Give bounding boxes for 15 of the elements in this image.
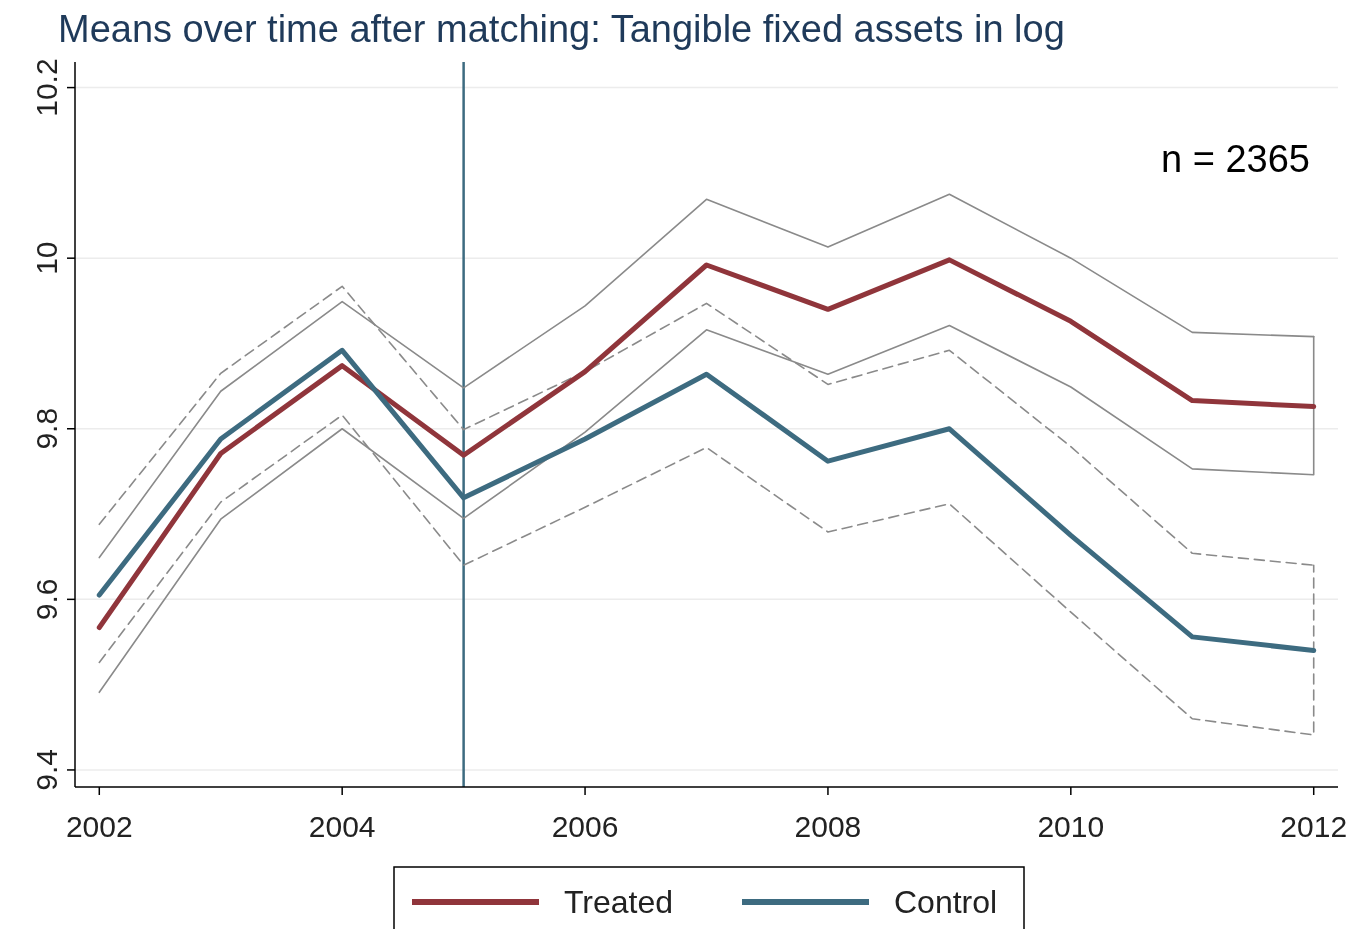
annotation: n = 2365	[1161, 138, 1310, 180]
x-tick-label: 2008	[794, 810, 862, 843]
x-tick-label: 2010	[1037, 810, 1105, 843]
y-tick-label: 10.2	[30, 58, 63, 117]
y-tick-label: 9.6	[30, 578, 63, 621]
x-tick-label: 2012	[1280, 810, 1348, 843]
legend-label: Treated	[564, 884, 674, 920]
chart-title: Means over time after matching: Tangible fixed assets in log	[58, 8, 1065, 50]
y-tick-label: 9.8	[30, 407, 63, 450]
x-tick-label: 2006	[551, 810, 619, 843]
y-tick-label: 10	[30, 241, 63, 275]
x-tick-label: 2002	[65, 810, 133, 843]
x-tick-label: 2004	[308, 810, 376, 843]
y-tick-label: 9.4	[30, 749, 63, 791]
legend-label: Control	[894, 884, 998, 920]
